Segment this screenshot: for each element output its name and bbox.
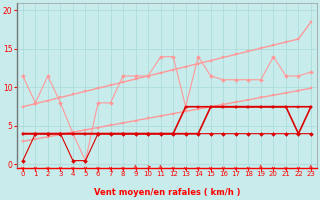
X-axis label: Vent moyen/en rafales ( km/h ): Vent moyen/en rafales ( km/h )	[94, 188, 240, 197]
